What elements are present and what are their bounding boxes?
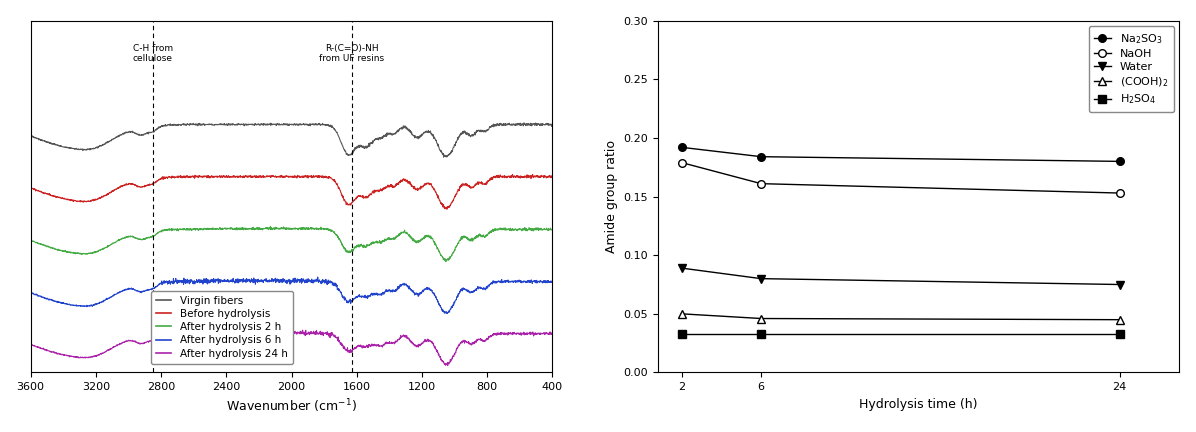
X-axis label: Wavenumber (cm$^{-1}$): Wavenumber (cm$^{-1}$) — [226, 398, 358, 415]
Legend: Virgin fibers, Before hydrolysis, After hydrolysis 2 h, After hydrolysis 6 h, Af: Virgin fibers, Before hydrolysis, After … — [151, 291, 293, 364]
Y-axis label: Amide group ratio: Amide group ratio — [605, 140, 617, 253]
Text: C-H from
cellulose: C-H from cellulose — [133, 44, 173, 63]
Text: R-(C=O)-NH
from UF resins: R-(C=O)-NH from UF resins — [319, 44, 384, 63]
Legend: Na$_2$SO$_3$, NaOH, Water, (COOH)$_2$, H$_2$SO$_4$: Na$_2$SO$_3$, NaOH, Water, (COOH)$_2$, H… — [1088, 26, 1173, 112]
X-axis label: Hydrolysis time (h): Hydrolysis time (h) — [859, 398, 978, 411]
